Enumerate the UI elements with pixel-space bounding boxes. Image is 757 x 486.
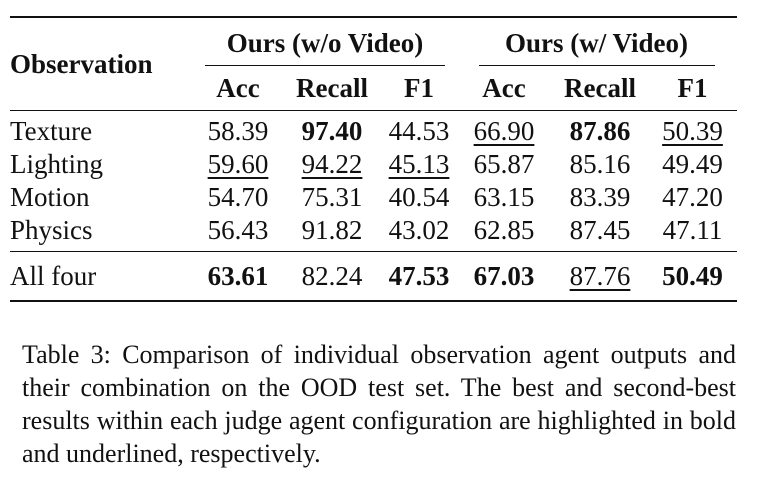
table-cell: 91.82 (301, 215, 363, 245)
table-cell: 45.13 (388, 149, 450, 179)
group-rule-with-video (478, 65, 715, 66)
row-label: Motion (10, 182, 90, 212)
row-label: All four (10, 251, 194, 302)
group-rule-without-video (205, 65, 445, 66)
column-header: F1 (677, 72, 708, 103)
table-cell: 44.53 (382, 110, 456, 148)
table-cell: 82.24 (282, 251, 382, 302)
table-cell: 65.87 (473, 149, 535, 179)
table-cell: 59.60 (207, 149, 269, 179)
group-header-without-video: Ours (w/o Video) (194, 16, 456, 66)
table-cell: 54.70 (207, 182, 269, 212)
header-column-row: Acc Recall F1 Acc Recall F1 (10, 66, 737, 111)
results-table: Observation Ours (w/o Video) Ours (w/ Vi… (10, 16, 737, 302)
table-cell: 56.43 (207, 215, 269, 245)
header-group-row: Observation Ours (w/o Video) Ours (w/ Vi… (10, 16, 737, 111)
table-cell: 40.54 (388, 182, 450, 212)
column-header: Acc (482, 72, 526, 103)
row-label: Texture (10, 110, 194, 148)
column-header: F1 (404, 72, 434, 103)
table-cell: 87.45 (569, 215, 631, 245)
table-row: Physics 56.43 91.82 43.02 62.85 87.45 47… (10, 214, 737, 252)
table-cell: 97.40 (282, 110, 382, 148)
table-cell: 87.86 (552, 110, 648, 148)
table-row: Motion 54.70 75.31 40.54 63.15 83.39 47.… (10, 181, 737, 214)
row-label: Lighting (10, 149, 103, 179)
table-row: Texture 58.39 97.40 44.53 66.90 87.86 50… (10, 110, 737, 148)
group-label-without-video: Ours (w/o Video) (226, 28, 424, 58)
table-cell: 47.11 (662, 215, 723, 245)
table-cell: 66.90 (456, 110, 552, 148)
group-header-with-video: Ours (w/ Video) (456, 16, 737, 66)
table-cell: 47.53 (382, 251, 456, 302)
group-label-with-video: Ours (w/ Video) (504, 28, 688, 58)
column-header: Recall (564, 72, 636, 103)
table-row: Lighting 59.60 94.22 45.13 65.87 85.16 4… (10, 148, 737, 181)
table-cell: 50.39 (648, 110, 737, 148)
table-cell: 43.02 (388, 215, 450, 245)
table-cell: 75.31 (301, 182, 363, 212)
observation-header: Observation (10, 16, 194, 111)
column-header: Recall (296, 72, 368, 103)
table-cell: 63.61 (194, 251, 282, 302)
table-cell: 94.22 (301, 149, 363, 179)
table-cell: 83.39 (569, 182, 631, 212)
table-cell: 85.16 (569, 149, 631, 179)
table-cell: 87.76 (552, 251, 648, 302)
column-header: Acc (216, 72, 260, 103)
table-row-all-four: All four 63.61 82.24 47.53 67.03 87.76 5… (10, 251, 737, 302)
table-caption: Table 3: Comparison of individual observ… (22, 340, 736, 468)
table-cell: 50.49 (648, 251, 737, 302)
table-cell: 63.15 (473, 182, 535, 212)
table-cell: 62.85 (473, 215, 535, 245)
row-label: Physics (10, 215, 93, 245)
table-cell: 49.49 (662, 149, 723, 179)
table-cell: 47.20 (662, 182, 723, 212)
table-cell: 67.03 (456, 251, 552, 302)
table-cell: 58.39 (194, 110, 282, 148)
